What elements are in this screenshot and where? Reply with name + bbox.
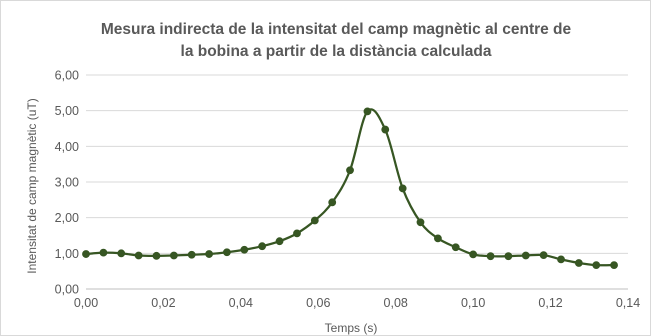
- data-point: [82, 250, 90, 258]
- data-point: [610, 261, 618, 270]
- y-tick-label: 5,00: [55, 104, 79, 118]
- y-tick-label: 2,00: [55, 211, 79, 225]
- tick-labels: 0,00 1,00 2,00 3,00 4,00 5,00 6,00 0,00 0,02 0,04…: [55, 69, 641, 311]
- x-tick-label: 0,10: [461, 296, 485, 310]
- y-tick-label: 1,00: [55, 247, 79, 261]
- data-point: [134, 251, 143, 260]
- data-point: [416, 218, 425, 227]
- data-point: [293, 229, 301, 238]
- data-point: [346, 166, 354, 175]
- data-point: [258, 242, 267, 251]
- x-tick-label: 0,12: [538, 296, 562, 310]
- y-tick-label: 6,00: [55, 69, 79, 83]
- data-point: [451, 243, 460, 252]
- data-point: [398, 184, 407, 193]
- y-tick-label: 4,00: [55, 140, 79, 154]
- y-axis-title: Intensitat de camp magnètic (uT): [25, 98, 39, 273]
- x-tick-label: 0,08: [384, 296, 408, 310]
- x-tick-label: 0,14: [616, 296, 640, 310]
- y-tick-label: 0,00: [55, 283, 79, 297]
- x-tick-label: 0,04: [229, 296, 253, 310]
- data-point: [240, 245, 249, 254]
- data-point: [169, 251, 178, 260]
- data-point: [328, 198, 337, 207]
- data-point: [205, 250, 214, 258]
- data-point: [557, 255, 565, 264]
- data-point: [363, 107, 372, 116]
- data-point: [310, 216, 319, 225]
- y-tick-label: 3,00: [55, 176, 79, 190]
- data-point: [574, 259, 583, 267]
- data-point: [469, 250, 478, 259]
- data-point: [504, 252, 513, 261]
- data-point: [223, 248, 231, 257]
- data-point: [434, 234, 442, 243]
- series: [82, 107, 618, 270]
- data-point: [539, 251, 548, 260]
- data-point: [275, 237, 284, 246]
- data-point: [521, 251, 530, 260]
- x-tick-label: 0,02: [151, 296, 175, 310]
- x-tick-label: 0,06: [306, 296, 330, 310]
- series-line: [85, 108, 615, 267]
- data-point: [381, 125, 390, 134]
- chart-title-line-2: la bobina a partir de la distància calcu…: [181, 43, 492, 60]
- x-tick-label: 0,00: [74, 296, 98, 310]
- data-point: [187, 250, 196, 259]
- data-point: [592, 261, 601, 270]
- data-point: [486, 252, 495, 261]
- x-axis-title: Temps (s): [325, 321, 378, 335]
- chart-title-line-1: Mesura indirecta de la intensitat del ca…: [101, 21, 572, 38]
- data-point: [99, 248, 108, 257]
- data-point: [152, 251, 161, 260]
- data-point: [117, 249, 126, 258]
